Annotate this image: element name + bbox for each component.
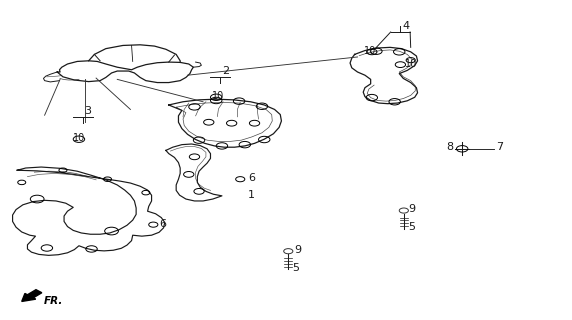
Text: 10: 10 (73, 132, 85, 143)
Text: 10: 10 (405, 59, 417, 69)
Text: 1: 1 (248, 189, 255, 200)
Text: 7: 7 (496, 142, 503, 152)
Text: 10: 10 (212, 91, 224, 101)
Text: 3: 3 (85, 106, 92, 116)
Text: FR.: FR. (43, 296, 63, 306)
Text: 10: 10 (364, 45, 376, 56)
FancyArrow shape (22, 290, 42, 301)
Text: 8: 8 (446, 142, 453, 152)
Text: 6: 6 (248, 172, 255, 183)
Text: 5: 5 (292, 263, 299, 273)
Text: 5: 5 (408, 222, 415, 232)
Text: 9: 9 (408, 204, 415, 214)
Text: 2: 2 (222, 66, 229, 76)
Text: 6: 6 (159, 219, 166, 229)
Text: 9: 9 (295, 244, 301, 255)
Text: 4: 4 (402, 21, 409, 31)
